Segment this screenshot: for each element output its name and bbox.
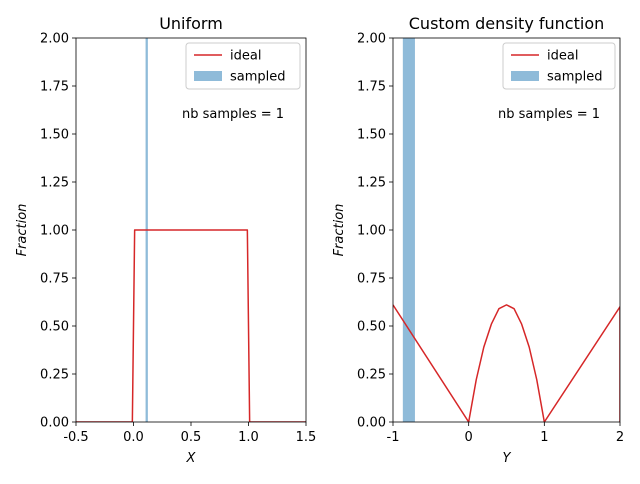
y-tick-label: 0.75 xyxy=(40,272,69,287)
chart-title: Custom density function xyxy=(409,14,605,33)
y-tick-label: 0.50 xyxy=(40,320,69,335)
subplot-1: 0.00 0.25 0.50 0.75 1.00 1.25 1.50 1.75 2.00 -0.5… xyxy=(15,14,316,466)
ideal-line xyxy=(393,304,620,422)
axes-frame xyxy=(392,37,621,423)
subplot-2: 0.00 0.25 0.50 0.75 1.00 1.25 1.50 1.75 2.00 -1 0 1… xyxy=(332,14,624,466)
plot-area xyxy=(76,38,306,422)
y-tick-label: 1.50 xyxy=(40,128,69,143)
y-tick-label: 1.00 xyxy=(40,224,69,239)
annotation-nb-samples: nb samples = 1 xyxy=(182,107,284,122)
legend-swatch-patch xyxy=(194,71,222,81)
legend-label-sampled: sampled xyxy=(230,70,286,85)
plot-area xyxy=(393,38,620,422)
ideal-line xyxy=(76,229,306,422)
x-tick-label: 1.5 xyxy=(296,430,317,445)
y-tick-label: 1.25 xyxy=(357,176,386,191)
y-tick-label: 0.75 xyxy=(357,272,386,287)
legend-label-sampled: sampled xyxy=(547,70,603,85)
y-axis-label: Fraction xyxy=(15,204,30,257)
x-tick-label: 1 xyxy=(540,430,548,445)
y-tick-label: 0.00 xyxy=(40,416,69,431)
x-tick-label: 1.0 xyxy=(238,430,259,445)
y-tick-label: 2.00 xyxy=(40,32,69,47)
x-tick-label: -1 xyxy=(387,430,400,445)
x-tick-label: 0 xyxy=(465,430,473,445)
chart-title: Uniform xyxy=(159,14,223,33)
y-axis-label: Fraction xyxy=(332,204,347,257)
legend-label-ideal: ideal xyxy=(230,49,261,64)
x-axis-label: X xyxy=(186,451,197,466)
legend: ideal sampled xyxy=(185,42,301,90)
y-tick-label: 2.00 xyxy=(357,32,386,47)
x-tick-label: 0.5 xyxy=(181,430,202,445)
y-tick-label: 1.50 xyxy=(357,128,386,143)
y-tick-label: 0.50 xyxy=(357,320,386,335)
legend-swatch-patch xyxy=(511,71,539,81)
y-tick-label: 1.25 xyxy=(40,176,69,191)
x-tick-label: -0.5 xyxy=(63,430,88,445)
x-tick-label: 0.0 xyxy=(123,430,144,445)
y-tick-label: 0.25 xyxy=(40,368,69,383)
legend-label-ideal: ideal xyxy=(547,49,578,64)
sampled-bar-0 xyxy=(402,38,415,422)
y-tick-label: 1.75 xyxy=(40,80,69,95)
legend: ideal sampled xyxy=(502,42,616,90)
annotation-nb-samples: nb samples = 1 xyxy=(498,107,600,122)
x-axis-label: Y xyxy=(503,451,512,466)
y-tick-label: 1.75 xyxy=(357,80,386,95)
y-tick-label: 0.00 xyxy=(357,416,386,431)
x-tick-label: 2 xyxy=(616,430,624,445)
y-tick-label: 1.00 xyxy=(357,224,386,239)
y-tick-label: 0.25 xyxy=(357,368,386,383)
